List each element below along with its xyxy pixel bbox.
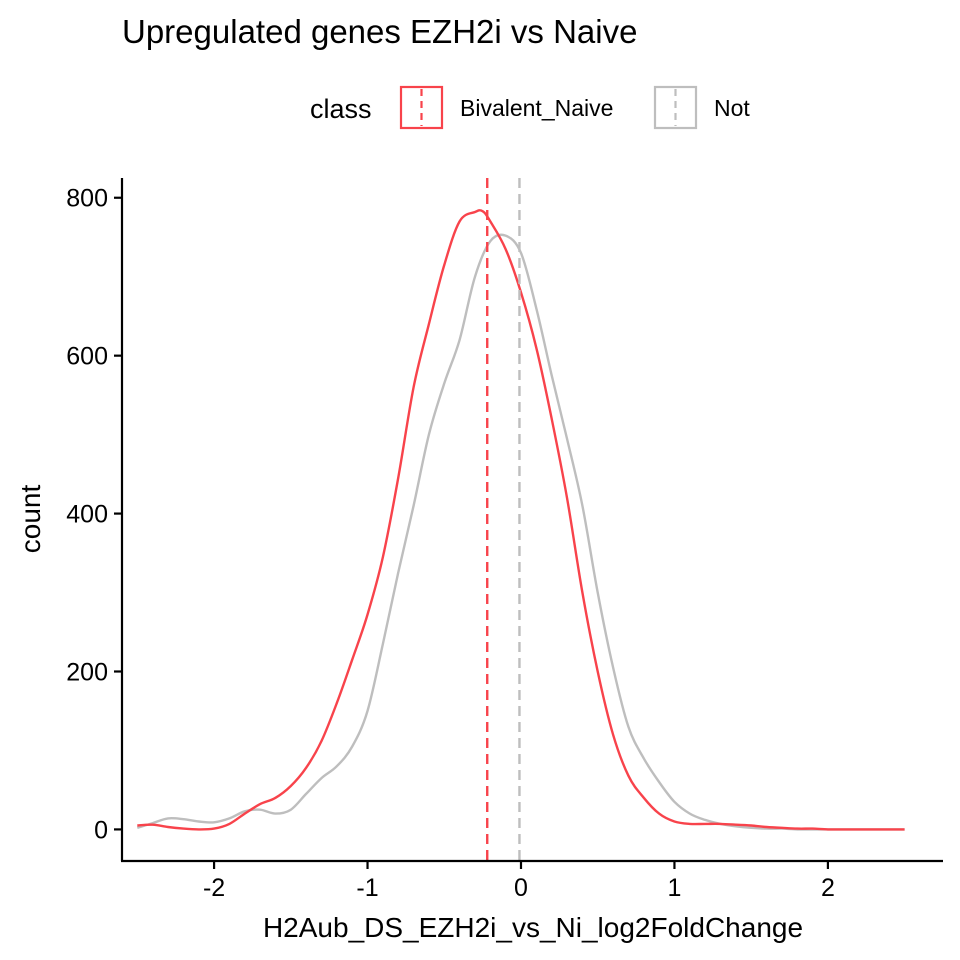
x-axis-label: H2Aub_DS_EZH2i_vs_Ni_log2FoldChange bbox=[263, 912, 803, 943]
y-axis-ticks: 0 200 400 600 800 bbox=[66, 185, 122, 844]
density-line-not bbox=[136, 233, 905, 831]
legend-entry-not: Not bbox=[653, 85, 750, 130]
y-tick-label: 0 bbox=[94, 816, 108, 844]
x-tick-label: 1 bbox=[667, 874, 681, 902]
y-tick-label: 800 bbox=[66, 185, 108, 213]
y-tick-label: 400 bbox=[66, 501, 108, 529]
chart-title: Upregulated genes EZH2i vs Naive bbox=[122, 13, 637, 50]
legend: class Bivalent_Naive Not bbox=[310, 85, 750, 130]
y-axis-label: count bbox=[15, 485, 46, 554]
y-tick-label: 600 bbox=[66, 343, 108, 371]
density-line-bivalent-naive bbox=[137, 209, 905, 831]
plot-area bbox=[136, 178, 905, 861]
legend-entry-bivalent-naive: Bivalent_Naive bbox=[399, 85, 613, 130]
legend-label-bivalent-naive: Bivalent_Naive bbox=[460, 95, 613, 121]
x-axis-ticks: -2 -1 0 1 2 bbox=[203, 861, 835, 902]
y-tick-label: 200 bbox=[66, 658, 108, 686]
x-tick-label: 2 bbox=[821, 874, 835, 902]
legend-label-not: Not bbox=[714, 95, 750, 121]
x-tick-label: -2 bbox=[203, 874, 225, 902]
x-tick-label: -1 bbox=[356, 874, 378, 902]
legend-title: class bbox=[310, 94, 372, 124]
x-tick-label: 0 bbox=[514, 874, 528, 902]
